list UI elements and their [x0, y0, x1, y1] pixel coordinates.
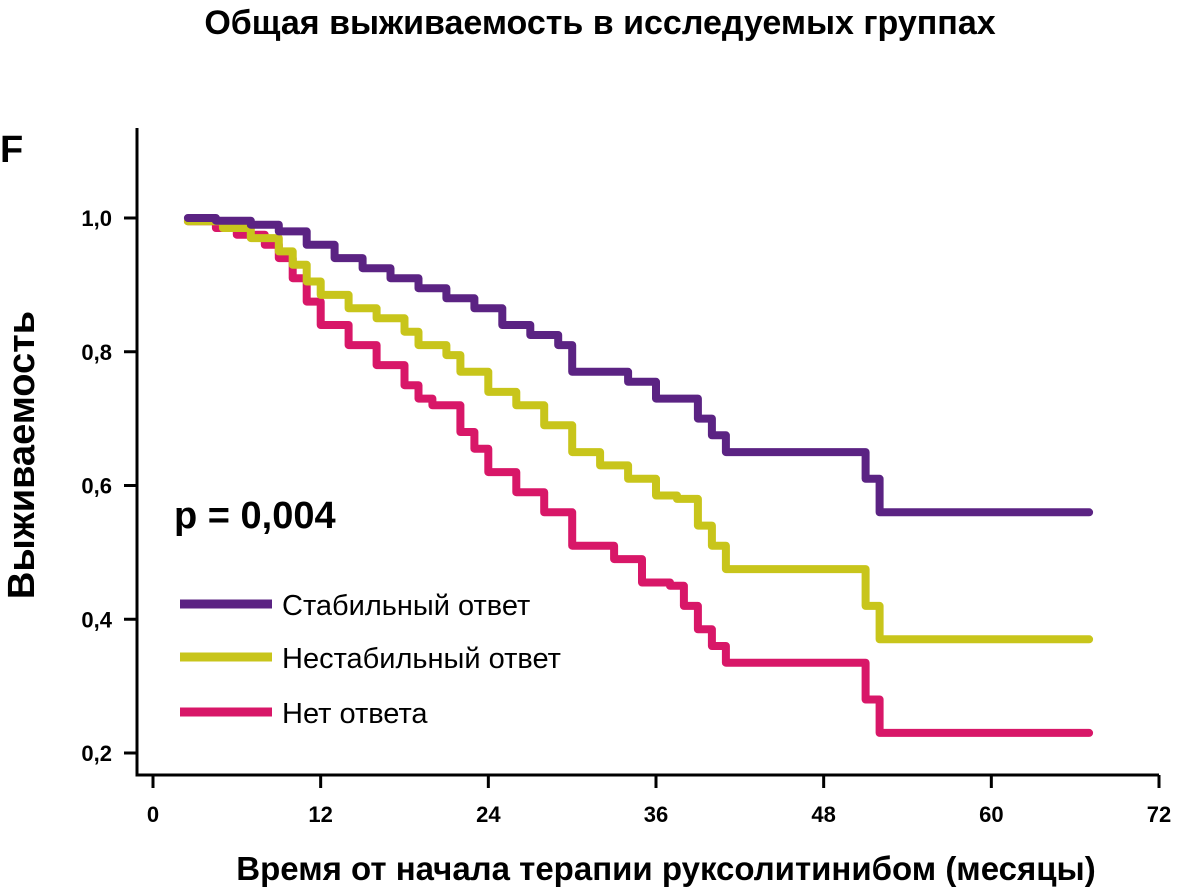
x-tick-label: 0	[147, 802, 159, 827]
chart-title: Общая выживаемость в исследуемых группах	[204, 4, 995, 42]
panel-label: F	[0, 129, 23, 171]
y-axis-label: Выживаемость	[1, 311, 43, 599]
y-tick-label: 0,6	[81, 474, 112, 499]
series-group	[183, 214, 1094, 737]
x-tick-label: 48	[811, 802, 835, 827]
y-tick-label: 0,2	[81, 741, 112, 766]
y-tick-label: 0,8	[81, 340, 112, 365]
y-tick-label: 0,4	[81, 607, 112, 632]
legend-label-3: Нет ответа	[282, 698, 428, 730]
x-tick-label: 60	[979, 802, 1003, 827]
x-ticks: 0 12 24 36 48 60 72	[147, 775, 1171, 827]
x-tick-label: 12	[308, 802, 332, 827]
series-line-1	[183, 214, 1094, 517]
legend-label-1: Стабильный ответ	[282, 590, 530, 622]
legend: Стабильный ответ Нестабильный ответ Нет от…	[180, 590, 561, 730]
x-tick-label: 24	[476, 802, 501, 827]
legend-label-2: Нестабильный ответ	[282, 643, 561, 675]
x-tick-label: 72	[1147, 802, 1171, 827]
series-line-2	[183, 217, 1094, 644]
y-tick-label: 1,0	[81, 206, 112, 231]
p-value-annotation: p = 0,004	[174, 495, 336, 537]
x-tick-label: 36	[644, 802, 668, 827]
x-axis-label: Время от начала терапии руксолитинибом (…	[236, 850, 1095, 887]
y-ticks: 1,0 0,8 0,6 0,4 0,2	[81, 206, 137, 766]
